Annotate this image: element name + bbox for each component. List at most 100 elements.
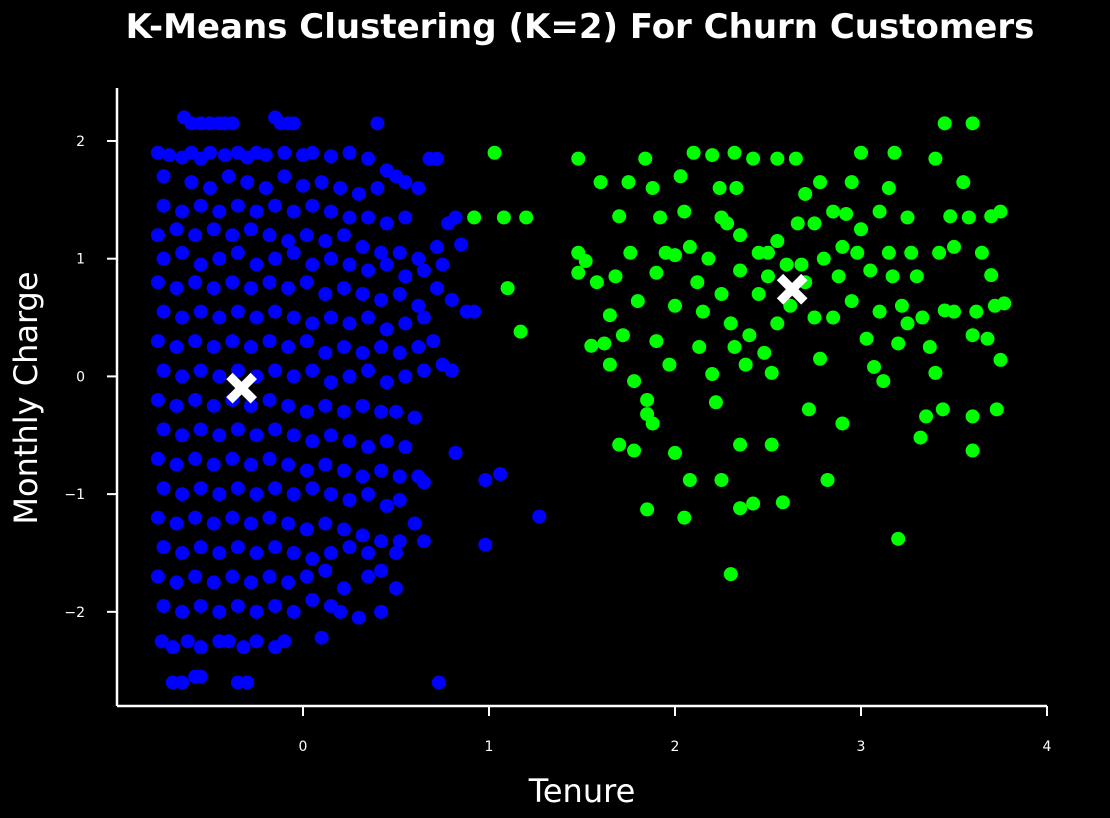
cluster-1-point — [984, 268, 999, 283]
cluster-0-point — [323, 310, 338, 325]
cluster-0-point — [305, 551, 320, 566]
cluster-1-point — [733, 501, 748, 516]
cluster-0-point — [370, 116, 385, 131]
cluster-0-point — [370, 181, 385, 196]
cluster-0-point — [299, 463, 314, 478]
cluster-0-point — [323, 487, 338, 502]
cluster-0-point — [336, 463, 351, 478]
cluster-0-point — [225, 275, 240, 290]
cluster-0-point — [374, 339, 389, 354]
cluster-0-point — [336, 339, 351, 354]
cluster-1-point — [757, 345, 772, 360]
cluster-0-point — [355, 469, 370, 484]
cluster-0-point — [355, 239, 370, 254]
cluster-0-point — [361, 569, 376, 584]
chart-title: K-Means Clustering (K=2) For Churn Custo… — [126, 7, 1035, 47]
cluster-1-point — [714, 287, 729, 301]
cluster-1-point — [723, 316, 738, 331]
x-tick-label: 0 — [299, 739, 308, 755]
cluster-1-point — [801, 402, 816, 417]
cluster-0-point — [243, 281, 258, 296]
y-tick-label: 2 — [76, 134, 85, 150]
cluster-0-point — [169, 575, 184, 590]
cluster-0-point — [217, 148, 232, 163]
cluster-1-point — [915, 310, 930, 325]
cluster-1-point — [733, 437, 748, 452]
cluster-0-point — [156, 198, 171, 213]
cluster-1-point — [519, 210, 534, 225]
cluster-0-point — [150, 569, 165, 584]
cluster-0-point — [444, 292, 459, 307]
cluster-0-point — [392, 287, 407, 301]
cluster-1-point — [727, 339, 742, 354]
cluster-1-point — [705, 148, 720, 163]
cluster-0-point — [212, 545, 227, 560]
cluster-0-point — [203, 181, 217, 196]
cluster-0-point — [342, 493, 357, 507]
cluster-0-point — [243, 516, 258, 531]
cluster-0-point — [323, 204, 338, 219]
cluster-0-point — [249, 428, 264, 443]
cluster-0-point — [277, 169, 292, 184]
cluster-0-point — [299, 228, 314, 243]
cluster-0-point — [169, 516, 184, 531]
cluster-0-point — [398, 210, 413, 225]
cluster-1-point — [989, 402, 1004, 417]
cluster-1-point — [589, 275, 604, 290]
cluster-0-point — [407, 516, 422, 531]
cluster-0-point — [318, 398, 333, 413]
cluster-1-point — [770, 316, 785, 331]
cluster-0-point — [374, 245, 389, 260]
cluster-1-point — [673, 169, 688, 184]
cluster-0-point — [188, 392, 203, 407]
cluster-0-point — [156, 169, 171, 184]
cluster-1-point — [813, 351, 828, 366]
cluster-0-point — [262, 569, 277, 584]
cluster-0-point — [374, 404, 389, 419]
cluster-0-point — [305, 145, 320, 160]
cluster-0-point — [156, 363, 171, 378]
cluster-0-point — [156, 422, 171, 437]
cluster-1-point — [969, 304, 984, 319]
cluster-0-point — [203, 145, 217, 160]
cluster-0-point — [389, 545, 403, 560]
cluster-0-point — [206, 222, 221, 237]
cluster-0-point — [286, 310, 301, 325]
cluster-1-point — [894, 298, 909, 313]
cluster-1-point — [578, 254, 593, 269]
cluster-1-point — [974, 245, 989, 260]
cluster-1-point — [467, 210, 482, 225]
cluster-1-point — [571, 265, 586, 280]
cluster-0-point — [429, 239, 444, 254]
cluster-0-point — [150, 451, 165, 466]
cluster-1-point — [965, 328, 980, 343]
cluster-0-point — [361, 210, 376, 225]
cluster-0-point — [268, 481, 283, 496]
cluster-0-point — [342, 145, 357, 160]
cluster-1-point — [682, 239, 697, 254]
cluster-0-point — [532, 509, 547, 524]
cluster-0-point — [398, 440, 413, 455]
cluster-0-point — [268, 540, 283, 555]
cluster-0-point — [361, 310, 376, 325]
cluster-0-point — [212, 487, 227, 502]
cluster-1-point — [630, 294, 645, 309]
cluster-0-point — [361, 545, 376, 560]
x-tick-label: 2 — [671, 739, 680, 755]
cluster-0-point — [281, 516, 296, 531]
cluster-0-point — [416, 310, 431, 325]
cluster-1-point — [653, 210, 668, 225]
cluster-0-point — [323, 375, 338, 390]
cluster-1-point — [794, 257, 809, 272]
cluster-1-point — [807, 310, 822, 325]
cluster-0-point — [193, 257, 208, 272]
cluster-0-point — [193, 598, 208, 613]
cluster-0-point — [342, 369, 357, 384]
cluster-0-point — [243, 457, 258, 472]
cluster-0-point — [361, 440, 376, 455]
cluster-0-point — [435, 257, 450, 272]
y-axis-label: Monthly Charge — [7, 271, 45, 524]
cluster-0-point — [277, 634, 292, 649]
cluster-1-point — [881, 181, 896, 196]
cluster-1-point — [695, 304, 710, 319]
